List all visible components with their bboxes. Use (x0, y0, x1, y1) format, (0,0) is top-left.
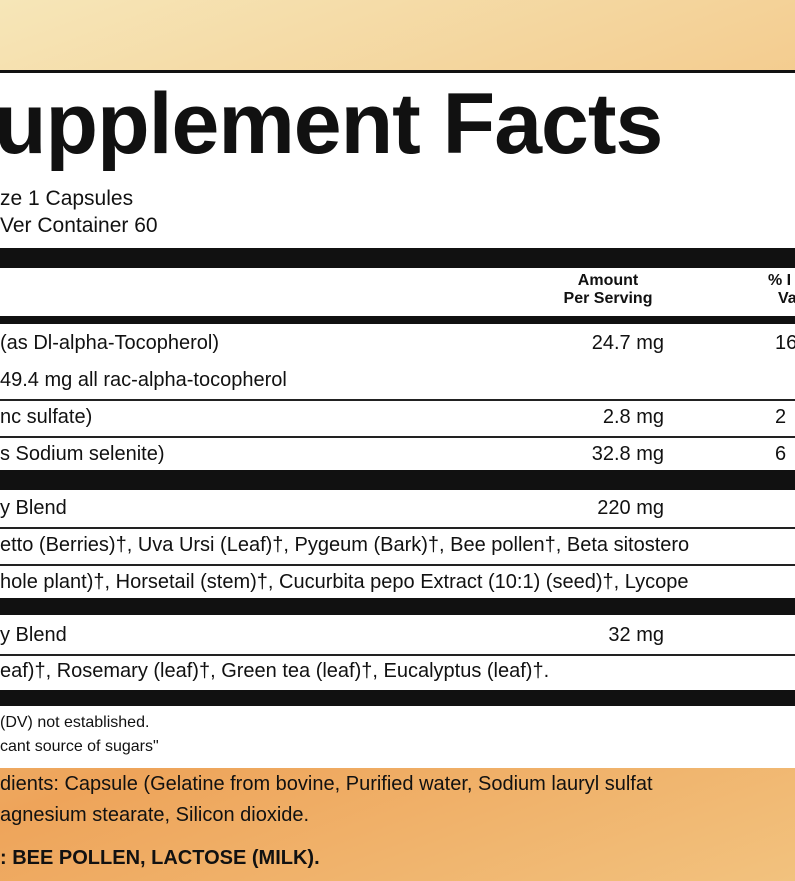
ingredient-name: (as Dl-alpha-Tocopherol) (0, 332, 219, 354)
amount: 24.7 mg (591, 332, 664, 354)
ingredient-name: nc sulfate) (0, 406, 93, 428)
serving-size: ze 1 Capsules (0, 187, 134, 210)
ingredient-name: s Sodium selenite) (0, 443, 165, 465)
daily-value: 2 (775, 406, 787, 428)
other-ingredients: agnesium stearate, Silicon dioxide. (0, 804, 310, 826)
daily-value: 6 (775, 443, 787, 465)
rule (0, 316, 795, 324)
ingredient-name: hole plant)†, Horsetail (stem)†, Cucurbi… (0, 571, 689, 593)
ingredient-name: etto (Berries)†, Uva Ursi (Leaf)†, Pygeu… (0, 534, 690, 556)
separator (0, 527, 795, 529)
separator (0, 654, 795, 656)
amount: 32 mg (608, 624, 664, 646)
separator (0, 399, 795, 401)
ingredient-name: y Blend (0, 624, 67, 646)
ingredient-name: 49.4 mg all rac-alpha-tocopherol (0, 369, 287, 391)
servings: Ver Container 60 (0, 214, 158, 237)
header-line: % I (768, 272, 792, 289)
separator (0, 564, 795, 566)
rule (0, 598, 795, 615)
daily-value: 16 (775, 332, 795, 354)
separator (0, 436, 795, 438)
ingredient-name: eaf)†, Rosemary (leaf)†, Green tea (leaf… (0, 660, 550, 682)
rule (0, 248, 795, 268)
amount: 220 mg (597, 497, 664, 519)
facts-panel: upplement Facts ze 1 Capsules Ver Contai… (0, 70, 795, 768)
amount: 32.8 mg (591, 443, 664, 465)
dv-header: % I Va (768, 272, 795, 308)
footnote: (DV) not established. (0, 714, 150, 731)
title: upplement Facts (0, 76, 663, 172)
other-ingredients: dients: Capsule (Gelatine from bovine, P… (0, 773, 653, 795)
ingredient-name: y Blend (0, 497, 67, 519)
header-line: Per Serving (563, 290, 653, 307)
rule (0, 690, 795, 706)
amount-header: Amount Per Serving (552, 272, 664, 308)
header-line: Amount (577, 272, 639, 289)
allergens: : BEE POLLEN, LACTOSE (MILK). (0, 847, 320, 869)
footnote: cant source of sugars" (0, 738, 159, 755)
amount: 2.8 mg (602, 406, 664, 428)
header-line: Va (778, 290, 795, 307)
rule (0, 470, 795, 490)
